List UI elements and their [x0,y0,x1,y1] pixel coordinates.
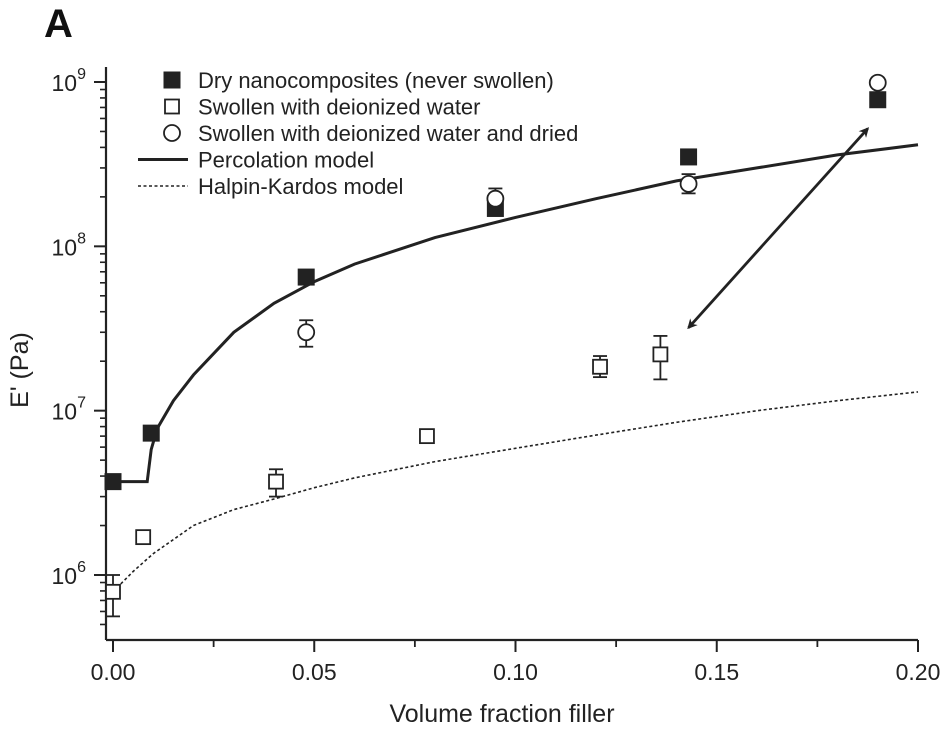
y-tick-base: 10 [52,563,78,589]
dry-nanocomposite-point [104,473,122,491]
legend-label: Dry nanocomposites (never swollen) [198,68,554,93]
x-tick-label: 0.00 [91,659,136,685]
legend-symbol [163,71,181,89]
y-tick-label: 108 [52,230,87,260]
y-tick-exponent: 7 [77,395,86,412]
annotations [687,127,870,330]
dry-nanocomposite-point [869,91,887,109]
legend-label: Percolation model [198,148,374,173]
dry-nanocomposite-point [680,148,698,166]
swollen-point [135,529,152,546]
y-tick-label: 106 [52,559,87,589]
halpin-kardos-model-line [112,391,919,593]
legend-symbol [163,124,181,142]
legend-label: Swollen with deionized water and dried [198,121,578,146]
swollen-point [419,428,435,445]
x-tick-label: 0.10 [493,659,538,685]
comparison-double-arrow [687,127,870,330]
y-tick-base: 10 [52,70,78,96]
y-tick-label: 109 [52,66,87,96]
y-tick-base: 10 [52,234,78,260]
swollen-point [105,583,121,600]
y-tick-exponent: 9 [77,66,86,83]
model-curves [105,143,919,593]
swollen-dried-point [297,323,316,342]
y-tick-exponent: 8 [77,230,86,247]
y-tick-exponent: 6 [77,559,86,576]
swollen-dried-point [679,174,698,193]
panel-letter: A [44,2,73,46]
legend-label: Halpin-Kardos model [198,174,403,199]
y-axis-label: E' (Pa) [6,332,34,408]
error-bars [106,173,696,618]
legend-symbol [164,98,180,115]
dry-nanocomposite-point [297,268,315,286]
y-tick-base: 10 [52,399,78,425]
dry-nanocomposite-point [142,424,160,442]
x-tick-label: 0.20 [896,659,941,685]
swollen-dried-point [486,189,505,208]
swollen-point [268,473,284,490]
y-tick-label: 107 [52,395,87,425]
x-axis-label: Volume fraction filler [389,700,614,728]
swollen-point [592,358,608,375]
swollen-dried-point [868,73,887,92]
swollen-point [652,346,669,363]
legend-label: Swollen with deionized water [198,95,481,120]
x-tick-label: 0.15 [694,659,739,685]
legend: Dry nanocomposites (never swollen)Swolle… [138,68,578,199]
x-tick-label: 0.05 [292,659,337,685]
